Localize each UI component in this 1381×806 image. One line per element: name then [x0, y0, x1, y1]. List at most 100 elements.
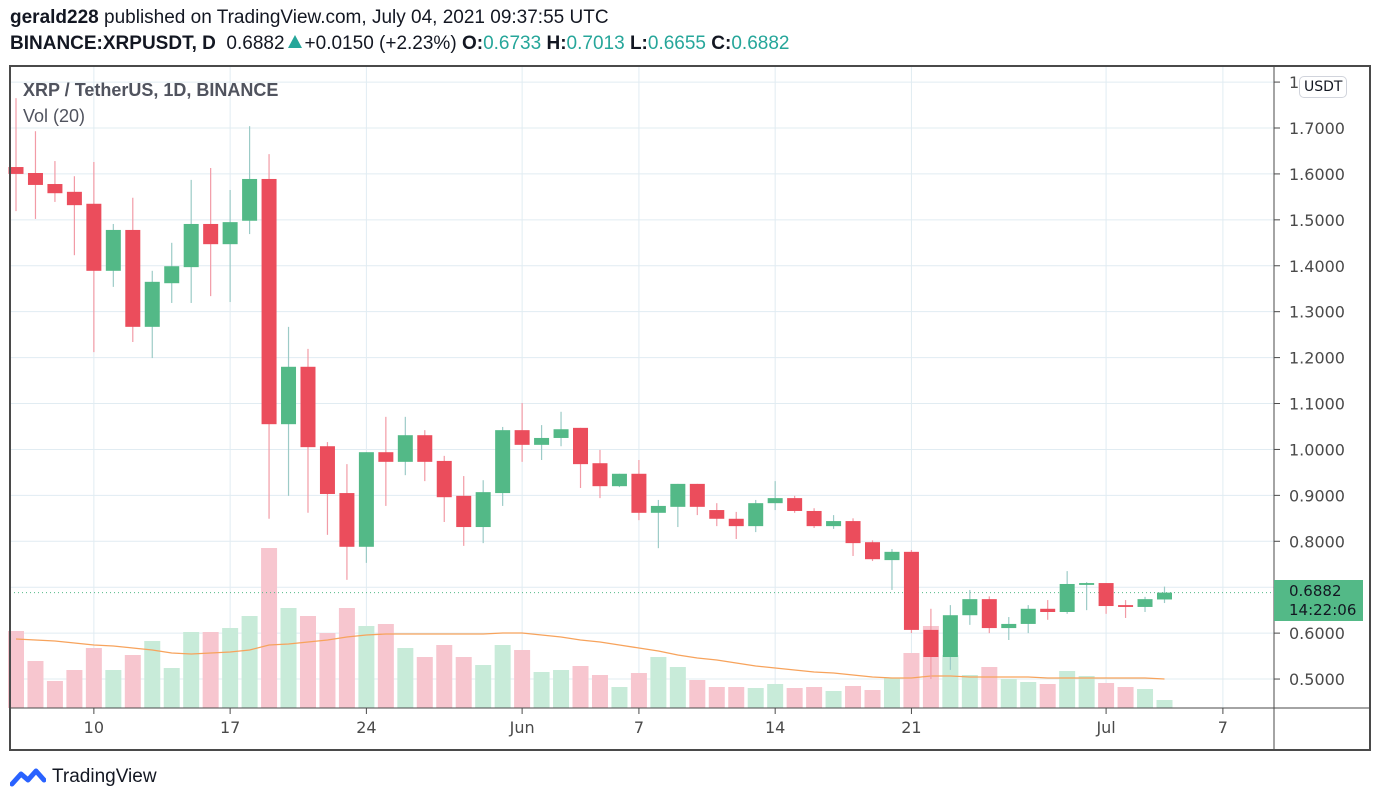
- candle-body: [884, 551, 900, 561]
- candle-body: [962, 599, 978, 616]
- volume-bar: [163, 668, 180, 708]
- candle: [164, 242, 180, 303]
- volume-bar: [728, 687, 745, 708]
- candle-body: [592, 463, 608, 487]
- volume-bar: [689, 680, 706, 708]
- volume-bar: [494, 645, 511, 708]
- price-tick-label: 1.1000: [1289, 395, 1345, 414]
- candle: [456, 476, 472, 546]
- candle-body: [27, 173, 43, 185]
- candle-body: [670, 483, 686, 507]
- candle-body: [261, 178, 277, 425]
- candle-body: [475, 492, 491, 528]
- candle: [962, 589, 978, 625]
- tradingview-logo[interactable]: TradingView: [10, 766, 157, 788]
- candle: [514, 403, 530, 462]
- time-tick-label: 7: [634, 718, 644, 737]
- candle: [203, 167, 219, 297]
- candle-body: [222, 222, 238, 245]
- candle-body: [125, 229, 141, 327]
- author[interactable]: gerald228: [10, 7, 99, 28]
- candle: [281, 326, 297, 496]
- candle: [728, 511, 744, 539]
- candle-body: [1020, 608, 1036, 624]
- volume-bar: [1039, 684, 1056, 708]
- candle-body: [1040, 608, 1056, 612]
- volume-bar: [747, 688, 764, 708]
- candle: [884, 549, 900, 590]
- last-price: 0.6882: [226, 33, 285, 54]
- volume-bar: [299, 616, 316, 708]
- candle-body: [242, 178, 258, 221]
- candle-body: [689, 483, 705, 507]
- time-tick-label: Jun: [509, 718, 535, 737]
- volume-bar: [1059, 671, 1076, 708]
- candle-body: [650, 505, 666, 513]
- volume-bar: [144, 641, 161, 708]
- close-label: C:: [711, 33, 732, 54]
- candle-body: [66, 191, 82, 206]
- candle-body: [709, 510, 725, 519]
- time-tick-label: 14: [765, 718, 785, 737]
- grid: [10, 66, 1274, 708]
- candle: [592, 449, 608, 499]
- candle: [261, 154, 277, 519]
- time-tick-label: 7: [1218, 718, 1228, 737]
- volume-bar: [124, 655, 141, 708]
- volume-bar: [241, 616, 258, 708]
- volume-bar: [46, 681, 63, 708]
- price-tick-label: 1.3000: [1289, 303, 1345, 322]
- open-label: O:: [461, 33, 484, 54]
- candle: [865, 540, 881, 562]
- volume-bar: [319, 633, 336, 708]
- candle: [27, 131, 43, 219]
- candle: [144, 270, 160, 359]
- volume-bar: [27, 661, 44, 708]
- candles: [8, 98, 1172, 680]
- symbol: BINANCE:XRPUSDT, D: [10, 33, 216, 54]
- candle: [475, 480, 491, 544]
- volume-bar: [611, 687, 628, 708]
- volume-legend: Vol (20): [23, 106, 86, 126]
- candle: [631, 460, 647, 521]
- volume-bar: [845, 686, 862, 708]
- volume-bar: [85, 648, 102, 708]
- candle: [242, 126, 258, 235]
- candle-body: [358, 452, 374, 547]
- volume-bars: [8, 548, 1173, 708]
- candle-body: [86, 203, 102, 271]
- candle-body: [397, 435, 413, 462]
- time-tick-label: 24: [356, 718, 376, 737]
- volume-bar: [572, 666, 589, 708]
- chart-frame: [9, 65, 1371, 751]
- candle-body: [514, 430, 530, 445]
- candle-body: [1156, 592, 1172, 600]
- candle-body: [728, 518, 744, 527]
- price-tick-label: 0.5000: [1289, 670, 1345, 689]
- bar-countdown: 14:22:06: [1289, 601, 1357, 619]
- candle-body: [47, 184, 63, 194]
- published-text: published on TradingView.com, July 04, 2…: [104, 7, 609, 28]
- candle-body: [436, 460, 452, 498]
- currency-badge[interactable]: USDT: [1299, 76, 1348, 98]
- candle: [767, 481, 783, 511]
- candle-body: [1118, 605, 1134, 607]
- candle: [417, 430, 433, 482]
- candle-body: [378, 452, 394, 462]
- candle: [553, 411, 569, 447]
- candle: [573, 427, 589, 489]
- volume-bar: [1117, 687, 1134, 708]
- volume-bar: [261, 548, 278, 708]
- candle-body: [1001, 623, 1017, 629]
- volume-bar: [864, 690, 881, 708]
- price-tick-label: 1.6000: [1289, 165, 1345, 184]
- candle: [1001, 617, 1017, 641]
- volume-bar: [1020, 682, 1037, 708]
- volume-bar: [105, 670, 122, 708]
- low-label: L:: [629, 33, 648, 54]
- volume-bar: [416, 657, 433, 708]
- candle: [1137, 596, 1153, 612]
- last-price-label: 0.6882 14:22:06: [1274, 580, 1363, 621]
- candle: [300, 348, 316, 513]
